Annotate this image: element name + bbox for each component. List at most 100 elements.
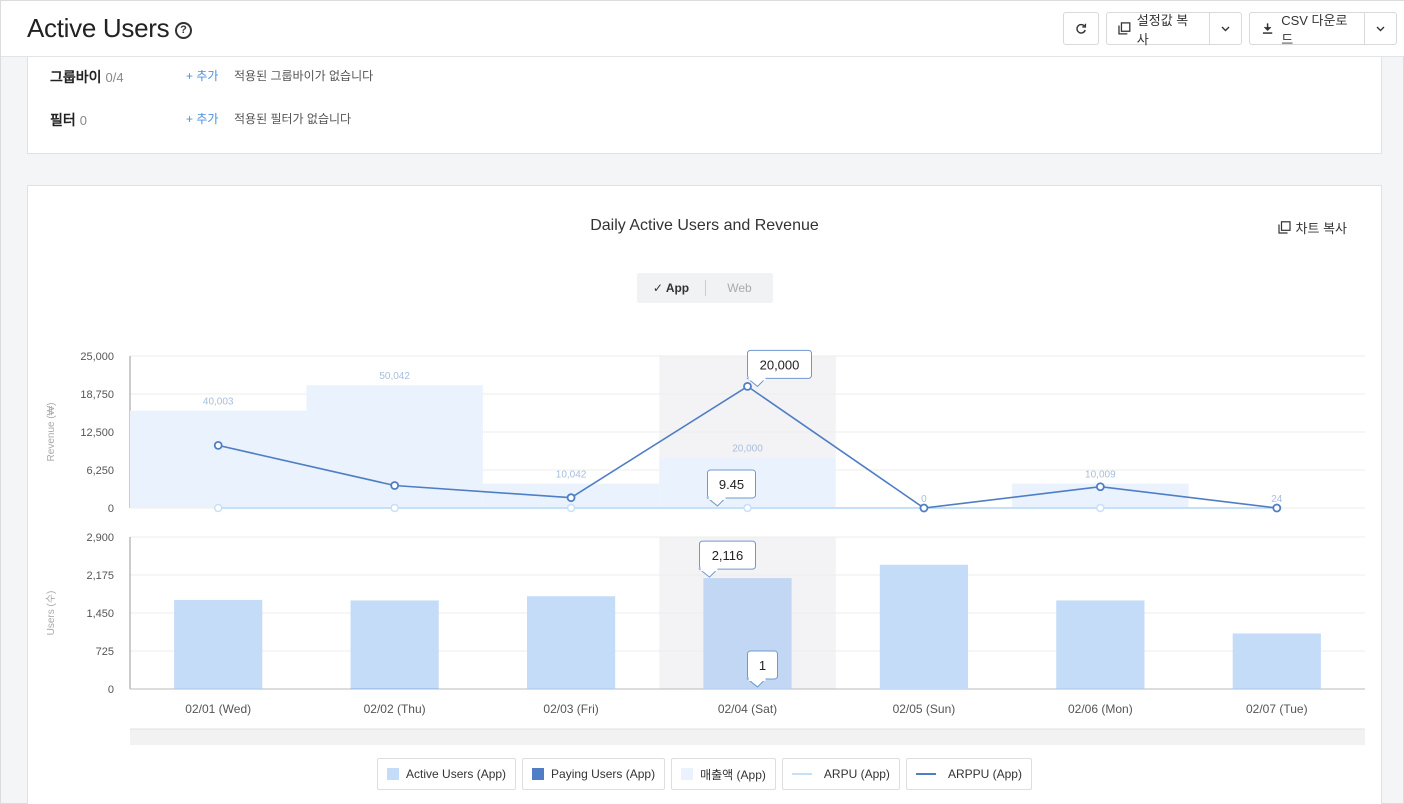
tooltip-arpu-mask <box>708 495 726 500</box>
tooltip-arpu <box>707 469 756 499</box>
groupby-count: 0/4 <box>105 70 124 85</box>
revenue-bar-label: 24 <box>1271 494 1283 505</box>
filter-empty-text: 적용된 필터가 없습니다 <box>234 112 352 126</box>
csv-download-button-group: CSV 다운로드 <box>1249 12 1397 47</box>
y-tick-label: 6,250 <box>86 465 114 477</box>
legend-label: ARPPU (App) <box>947 767 1022 781</box>
revenue-bar-label: 10,042 <box>556 470 587 481</box>
y-tick-label: 2,900 <box>86 532 114 544</box>
legend-swatch <box>915 773 936 775</box>
y-tick-label: 18,750 <box>80 389 114 401</box>
y-axis-label-revenue: Revenue (₩) <box>46 403 57 462</box>
active-users-bar <box>879 564 969 689</box>
y-tick-label: 25,000 <box>80 351 114 363</box>
tooltip-active-users-mask <box>700 567 718 572</box>
tooltip-active-users <box>699 540 756 570</box>
legend-item[interactable]: ARPU (App) <box>781 758 900 790</box>
revenue-bar-label: 0 <box>921 494 927 505</box>
y-tick-label: 12,500 <box>80 427 114 439</box>
legend-label: Active Users (App) <box>406 767 507 781</box>
platform-toggle: ✓ App Web <box>637 273 773 303</box>
help-icon[interactable]: ? <box>175 22 192 39</box>
active-users-bar <box>526 596 616 689</box>
tooltip-arppu <box>747 349 812 379</box>
arppu-point <box>213 440 223 450</box>
legend-item[interactable]: Paying Users (App) <box>522 758 666 790</box>
arppu-point <box>1272 503 1282 513</box>
chevron-down-icon <box>1376 26 1385 31</box>
x-tick-label: 02/06 (Mon) <box>1068 702 1133 716</box>
legend-item[interactable]: 매출액 (App) <box>671 758 776 790</box>
csv-dropdown-button[interactable] <box>1364 13 1396 44</box>
arppu-point <box>390 481 400 490</box>
tooltip-arppu-mask <box>748 376 766 381</box>
arpu-point <box>743 503 752 513</box>
revenue-bar-label: 20,000 <box>732 444 763 455</box>
y-axis-label-users: Users (수) <box>45 591 57 636</box>
x-tick-label: 02/01 (Wed) <box>185 702 251 716</box>
filter-row: 필터 0 + 추가 적용된 필터가 없습니다 <box>50 110 1350 130</box>
groupby-label: 그룹바이 <box>50 69 102 85</box>
chart-title: Daily Active Users and Revenue <box>590 217 819 234</box>
tooltip-paying-users-text: 1 <box>759 658 766 673</box>
download-icon <box>1262 23 1273 34</box>
active-users-bar <box>350 600 439 689</box>
y-tick-label: 1,450 <box>86 608 114 620</box>
refresh-button[interactable] <box>1063 12 1099 45</box>
csv-download-label: CSV 다운로드 <box>1281 12 1348 47</box>
legend-item[interactable]: ARPPU (App) <box>905 758 1032 790</box>
copy-settings-button[interactable]: 설정값 복사 <box>1107 13 1209 47</box>
tooltip-paying-users-mask <box>748 676 766 681</box>
x-tick-label: 02/05 (Sun) <box>893 702 956 716</box>
arpu-point <box>1096 503 1105 513</box>
arppu-point <box>566 493 576 503</box>
revenue-bar-label: 50,042 <box>379 371 410 382</box>
active-users-bar <box>1232 633 1321 689</box>
groupby-row: 그룹바이 0/4 + 추가 적용된 그룹바이가 없습니다 <box>50 67 1350 87</box>
y-tick-label: 2,175 <box>86 570 114 582</box>
active-users-bar <box>174 599 263 689</box>
x-tick-label: 02/07 (Tue) <box>1246 702 1308 716</box>
groupby-empty-text: 적용된 그룹바이가 없습니다 <box>234 69 374 83</box>
legend-swatch <box>387 768 400 780</box>
check-icon: ✓ <box>652 281 663 295</box>
copy-settings-label: 설정값 복사 <box>1136 12 1189 47</box>
arppu-point <box>1095 482 1105 492</box>
arpu-point <box>566 503 576 513</box>
copy-icon <box>1277 221 1291 234</box>
chart-scroll-track <box>130 729 1365 745</box>
page-header: Active Users ? 설정값 복사 <box>1 1 1404 57</box>
refresh-icon <box>1076 23 1087 34</box>
arpu-point <box>390 503 399 513</box>
filters-panel: 그룹바이 0/4 + 추가 적용된 그룹바이가 없습니다 필터 0 + 추가 적… <box>27 57 1382 154</box>
arppu-point <box>919 503 929 513</box>
page-title: Active Users <box>27 13 170 43</box>
toggle-app[interactable]: ✓ App <box>637 281 705 295</box>
revenue-bar-label: 40,003 <box>203 397 234 408</box>
toggle-web-label: Web <box>727 281 752 295</box>
active-users-bar <box>1056 600 1145 689</box>
y-tick-label: 0 <box>108 684 114 696</box>
toggle-web[interactable]: Web <box>705 280 773 296</box>
copy-chart-button[interactable]: 차트 복사 <box>1277 218 1347 237</box>
legend-swatch <box>791 773 812 775</box>
x-tick-label: 02/02 (Thu) <box>364 702 426 716</box>
filter-label: 필터 <box>50 112 76 128</box>
toggle-app-label: App <box>665 281 690 295</box>
y-tick-label: 0 <box>108 503 114 515</box>
csv-download-button[interactable]: CSV 다운로드 <box>1250 13 1364 47</box>
copy-chart-label: 차트 복사 <box>1295 221 1347 236</box>
arpu-point <box>213 503 223 513</box>
copy-settings-dropdown-button[interactable] <box>1209 13 1241 44</box>
revenue-bar-label: 10,009 <box>1085 470 1116 481</box>
legend-swatch <box>532 768 545 780</box>
legend-item[interactable]: Active Users (App) <box>377 758 517 790</box>
tooltip-arpu-text: 9.45 <box>719 477 744 492</box>
filter-add-button[interactable]: + 추가 <box>186 112 219 126</box>
groupby-add-button[interactable]: + 추가 <box>186 69 219 83</box>
copy-settings-button-group: 설정값 복사 <box>1106 12 1242 47</box>
tooltip-arppu-text: 20,000 <box>760 357 800 372</box>
tooltip-active-users-text: 2,116 <box>712 548 744 563</box>
filter-count: 0 <box>79 113 87 128</box>
